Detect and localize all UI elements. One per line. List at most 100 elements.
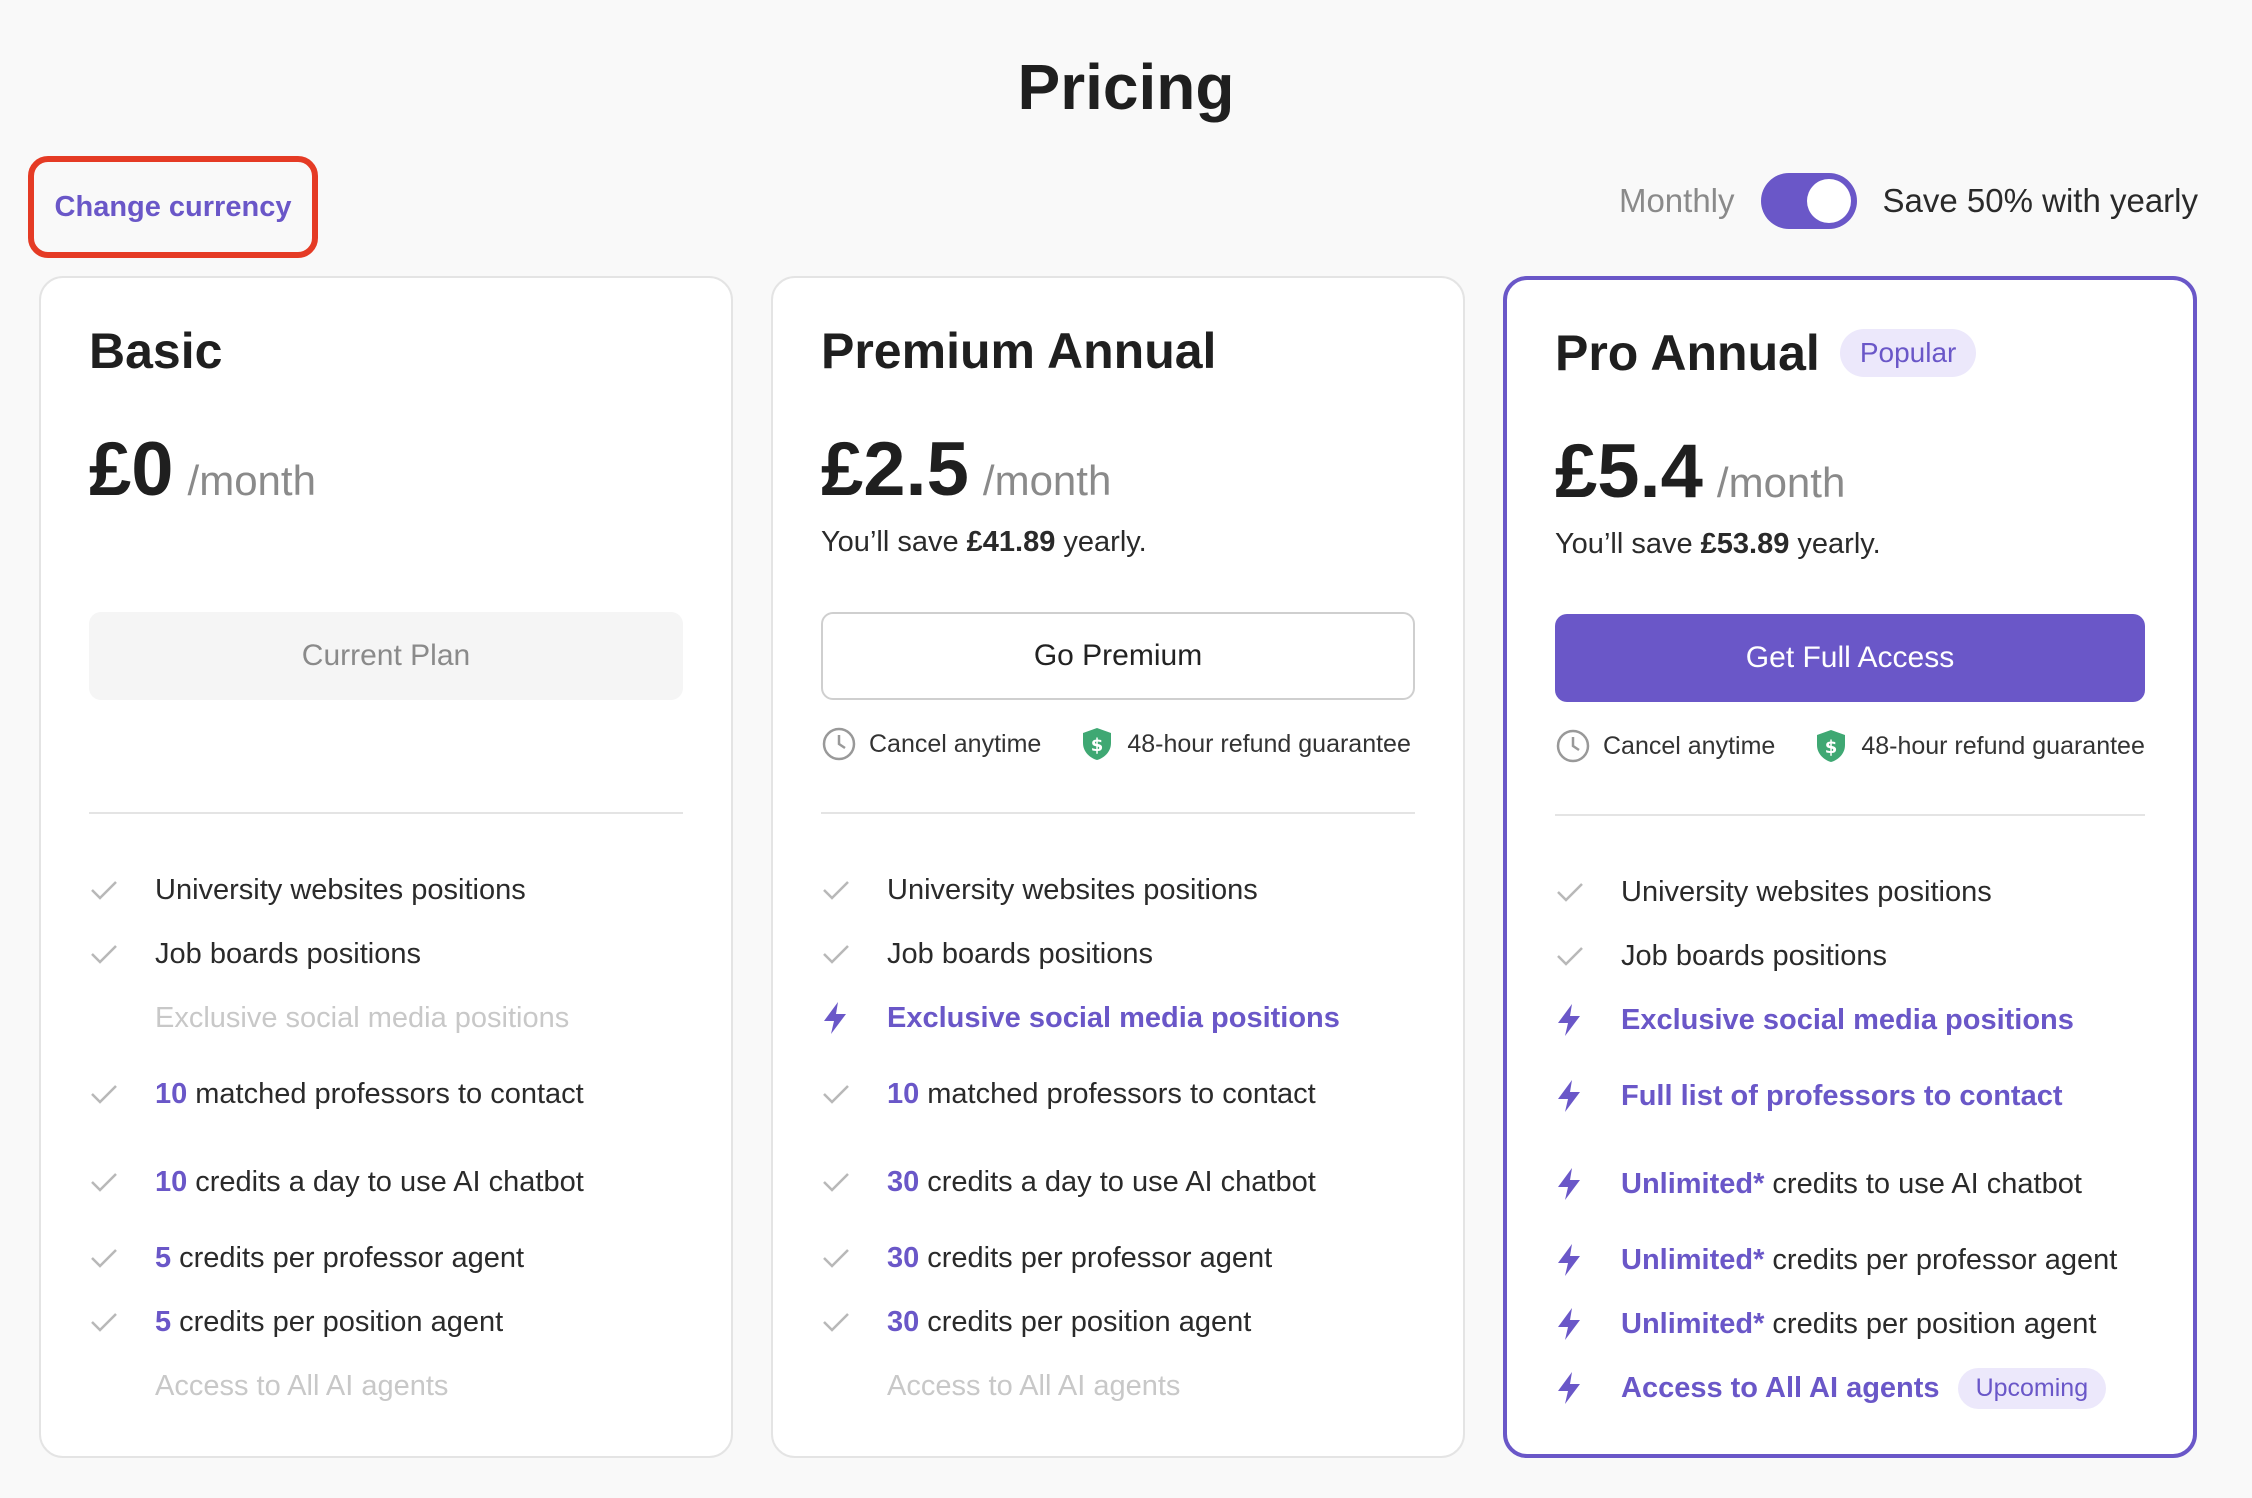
feature-number: 30	[887, 1241, 920, 1274]
feature-item-highlight: Full list of professors to contact	[1555, 1052, 2153, 1140]
feature-item: Job boards positions	[1555, 924, 2153, 988]
plan-card-basic: Basic £0 /month Current Plan University …	[39, 276, 733, 1458]
feature-item-highlight: Exclusive social media positions	[1555, 988, 2153, 1052]
feature-item: University websites positions	[1555, 860, 2153, 924]
feature-number: 10	[887, 1077, 920, 1110]
feature-item: 10 matched professors to contact	[821, 1050, 1423, 1138]
feature-text: University websites positions	[887, 873, 1258, 906]
feature-number: Unlimited*	[1621, 1167, 1765, 1200]
feature-text: Access to All AI agents	[1621, 1371, 1940, 1404]
plan-card-pro: Pro Annual Popular £5.4 /month You’ll sa…	[1503, 276, 2197, 1458]
feature-item: Job boards positions	[821, 922, 1423, 986]
feature-item: 30 credits per professor agent	[821, 1226, 1423, 1290]
savings-text: You’ll save £53.89 yearly.	[1555, 528, 1881, 560]
feature-item: 5 credits per professor agent	[89, 1226, 691, 1290]
lightning-icon	[1555, 1000, 1603, 1040]
plan-card-premium: Premium Annual £2.5 /month You’ll save £…	[771, 276, 1465, 1458]
plan-header: Basic	[89, 322, 222, 380]
monthly-label: Monthly	[1618, 182, 1735, 219]
feature-text: Access to All AI agents	[155, 1369, 449, 1402]
feature-item: 30 credits per position agent	[821, 1290, 1423, 1354]
feature-item-disabled: Access to All AI agents	[89, 1354, 691, 1418]
savings-amount: £53.89	[1700, 528, 1790, 560]
svg-text:$: $	[1091, 735, 1104, 756]
feature-text: Full list of professors to contact	[1621, 1079, 2063, 1112]
feature-number: Unlimited*	[1621, 1307, 1765, 1340]
check-icon	[821, 934, 869, 974]
yearly-label: Save 50% with yearly	[1882, 182, 2198, 219]
divider	[821, 812, 1415, 814]
feature-text: Exclusive social media positions	[1621, 1003, 2074, 1036]
change-currency-highlight: Change currency	[28, 156, 318, 258]
feature-text: Access to All AI agents	[887, 1369, 1181, 1402]
feature-text: matched professors to contact	[195, 1077, 584, 1110]
clock-icon	[1555, 728, 1591, 764]
feature-text: Job boards positions	[1621, 939, 1887, 972]
svg-text:$: $	[1825, 737, 1838, 758]
check-icon	[821, 1162, 869, 1202]
check-icon	[89, 870, 137, 910]
feature-number: 10	[155, 1165, 188, 1198]
check-icon	[89, 1074, 137, 1114]
check-icon	[89, 1162, 137, 1202]
feature-number: 30	[887, 1165, 920, 1198]
feature-number: Unlimited*	[1621, 1243, 1765, 1276]
price-row: £5.4 /month	[1555, 428, 1845, 515]
lightning-icon	[1555, 1076, 1603, 1116]
feature-number: 5	[155, 1305, 172, 1338]
feature-item: University websites positions	[89, 858, 691, 922]
feature-text: credits per position agent	[927, 1305, 1252, 1338]
feature-item: Unlimited* credits to use AI chatbot	[1555, 1140, 2153, 1228]
check-icon	[89, 1238, 137, 1278]
check-icon	[1555, 936, 1603, 976]
check-icon	[821, 870, 869, 910]
plan-price: £2.5	[821, 427, 969, 512]
feature-item: Job boards positions	[89, 922, 691, 986]
savings-amount: £41.89	[966, 526, 1056, 558]
feature-item-highlight: Exclusive social media positions	[821, 986, 1423, 1050]
feature-item: 30 credits a day to use AI chatbot	[821, 1138, 1423, 1226]
guarantees: Cancel anytime $ 48-hour refund guarante…	[1555, 728, 2157, 764]
feature-item: 10 credits a day to use AI chatbot	[89, 1138, 691, 1226]
check-icon	[1555, 872, 1603, 912]
get-full-access-button[interactable]: Get Full Access	[1555, 614, 2145, 702]
check-icon	[89, 934, 137, 974]
feature-text: Exclusive social media positions	[155, 1001, 570, 1034]
feature-text: credits a day to use AI chatbot	[195, 1165, 584, 1198]
billing-toggle: Monthly Save 50% with yearly	[1619, 172, 2198, 230]
divider	[89, 812, 683, 814]
feature-list: University websites positions Job boards…	[821, 858, 1423, 1418]
change-currency-link[interactable]: Change currency	[54, 190, 292, 223]
plan-price: £5.4	[1555, 429, 1703, 514]
feature-item: 10 matched professors to contact	[89, 1050, 691, 1138]
feature-item: Unlimited* credits per position agent	[1555, 1292, 2153, 1356]
cancel-anytime-text: Cancel anytime	[869, 729, 1042, 758]
plan-name: Premium Annual	[821, 323, 1217, 379]
feature-text: Exclusive social media positions	[887, 1001, 1340, 1034]
billing-period-switch[interactable]	[1760, 173, 1857, 229]
popular-badge: Popular	[1839, 329, 1977, 377]
shield-dollar-icon: $	[1079, 726, 1115, 762]
feature-item-highlight: Access to All AI agents Upcoming	[1555, 1356, 2153, 1420]
lightning-icon	[821, 998, 869, 1038]
plan-price: £0	[89, 427, 174, 512]
feature-number: 5	[155, 1241, 172, 1274]
feature-text: credits a day to use AI chatbot	[927, 1165, 1316, 1198]
check-icon	[821, 1074, 869, 1114]
plan-header: Premium Annual	[821, 322, 1216, 380]
price-row: £0 /month	[89, 426, 316, 513]
price-period: /month	[982, 457, 1112, 504]
feature-text: credits per professor agent	[179, 1241, 525, 1274]
clock-icon	[821, 726, 857, 762]
go-premium-button[interactable]: Go Premium	[821, 612, 1415, 700]
lightning-icon	[1555, 1164, 1603, 1204]
feature-number: 10	[155, 1077, 188, 1110]
plan-name: Basic	[89, 323, 223, 379]
feature-text: credits per professor agent	[927, 1241, 1273, 1274]
current-plan-button: Current Plan	[89, 612, 683, 700]
price-period: /month	[187, 457, 316, 504]
savings-text: You’ll save £41.89 yearly.	[821, 526, 1147, 558]
page-title: Pricing	[1017, 51, 1235, 123]
feature-text: University websites positions	[1621, 875, 1992, 908]
check-icon	[821, 1238, 869, 1278]
